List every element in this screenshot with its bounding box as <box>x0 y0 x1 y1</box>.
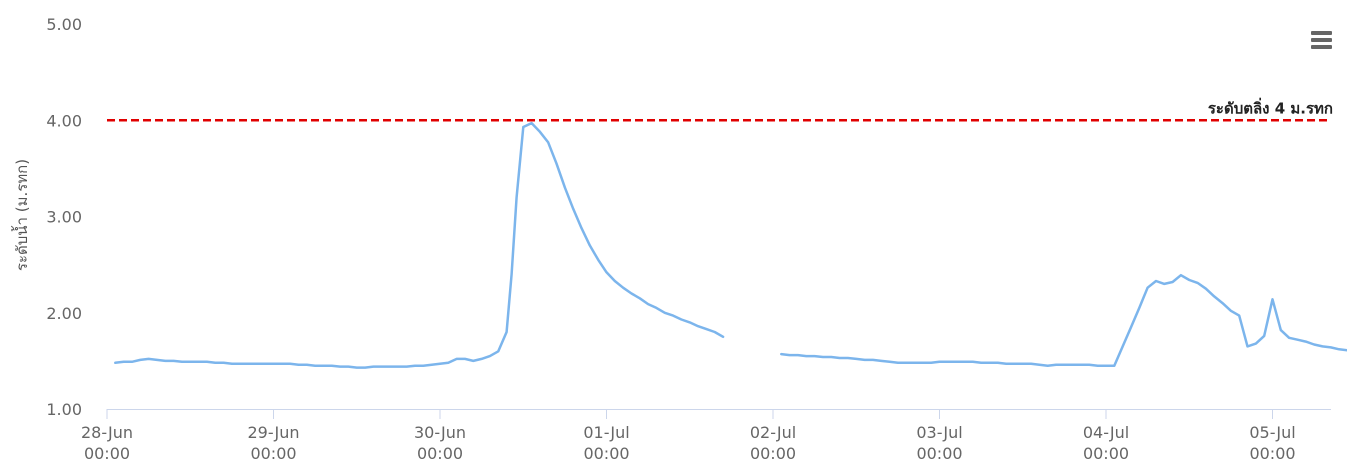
y-tick-label: 5.00 <box>46 15 82 34</box>
y-tick-label: 1.00 <box>46 400 82 419</box>
x-tick-time: 00:00 <box>250 444 296 463</box>
y-axis: 1.00 2.00 3.00 4.00 5.00 <box>46 15 82 419</box>
y-tick-label: 4.00 <box>46 111 82 130</box>
x-tick-time: 00:00 <box>1083 444 1129 463</box>
menu-bar <box>1310 38 1332 42</box>
x-tick-date: 05-Jul <box>1249 423 1295 442</box>
x-tick-time: 00:00 <box>750 444 796 463</box>
x-tick-date: 30-Jun <box>414 423 466 442</box>
reference-line-label: ระดับตลิ่ง 4 ม.รทก <box>1208 97 1333 117</box>
hamburger-menu-icon[interactable] <box>1306 28 1336 56</box>
x-tick-time: 00:00 <box>916 444 962 463</box>
x-tick-date: 28-Jun <box>81 423 133 442</box>
x-tick-date: 03-Jul <box>916 423 962 442</box>
x-axis: 28-Jun 00:00 29-Jun 00:00 30-Jun 00:00 01-Jul 0… <box>81 409 1331 463</box>
x-tick-time: 00:00 <box>417 444 463 463</box>
y-tick-label: 3.00 <box>46 208 82 227</box>
x-tick-time: 00:00 <box>84 444 130 463</box>
x-tick-date: 29-Jun <box>247 423 299 442</box>
menu-bar <box>1310 45 1332 49</box>
water-level-line <box>780 273 1347 367</box>
menu-bar <box>1310 31 1332 35</box>
x-tick-date: 01-Jul <box>583 423 629 442</box>
x-tick-time: 00:00 <box>583 444 629 463</box>
x-tick-date: 04-Jul <box>1083 423 1129 442</box>
series-line-group <box>114 121 1347 369</box>
x-tick-time: 00:00 <box>1249 444 1295 463</box>
x-tick-date: 02-Jul <box>750 423 796 442</box>
water-level-line <box>114 121 725 369</box>
reference-line-group: ระดับตลิ่ง 4 ม.รทก <box>107 97 1333 122</box>
y-axis-title: ระดับน้ำ (ม.รทก) <box>11 159 31 271</box>
y-tick-label: 2.00 <box>46 304 82 323</box>
